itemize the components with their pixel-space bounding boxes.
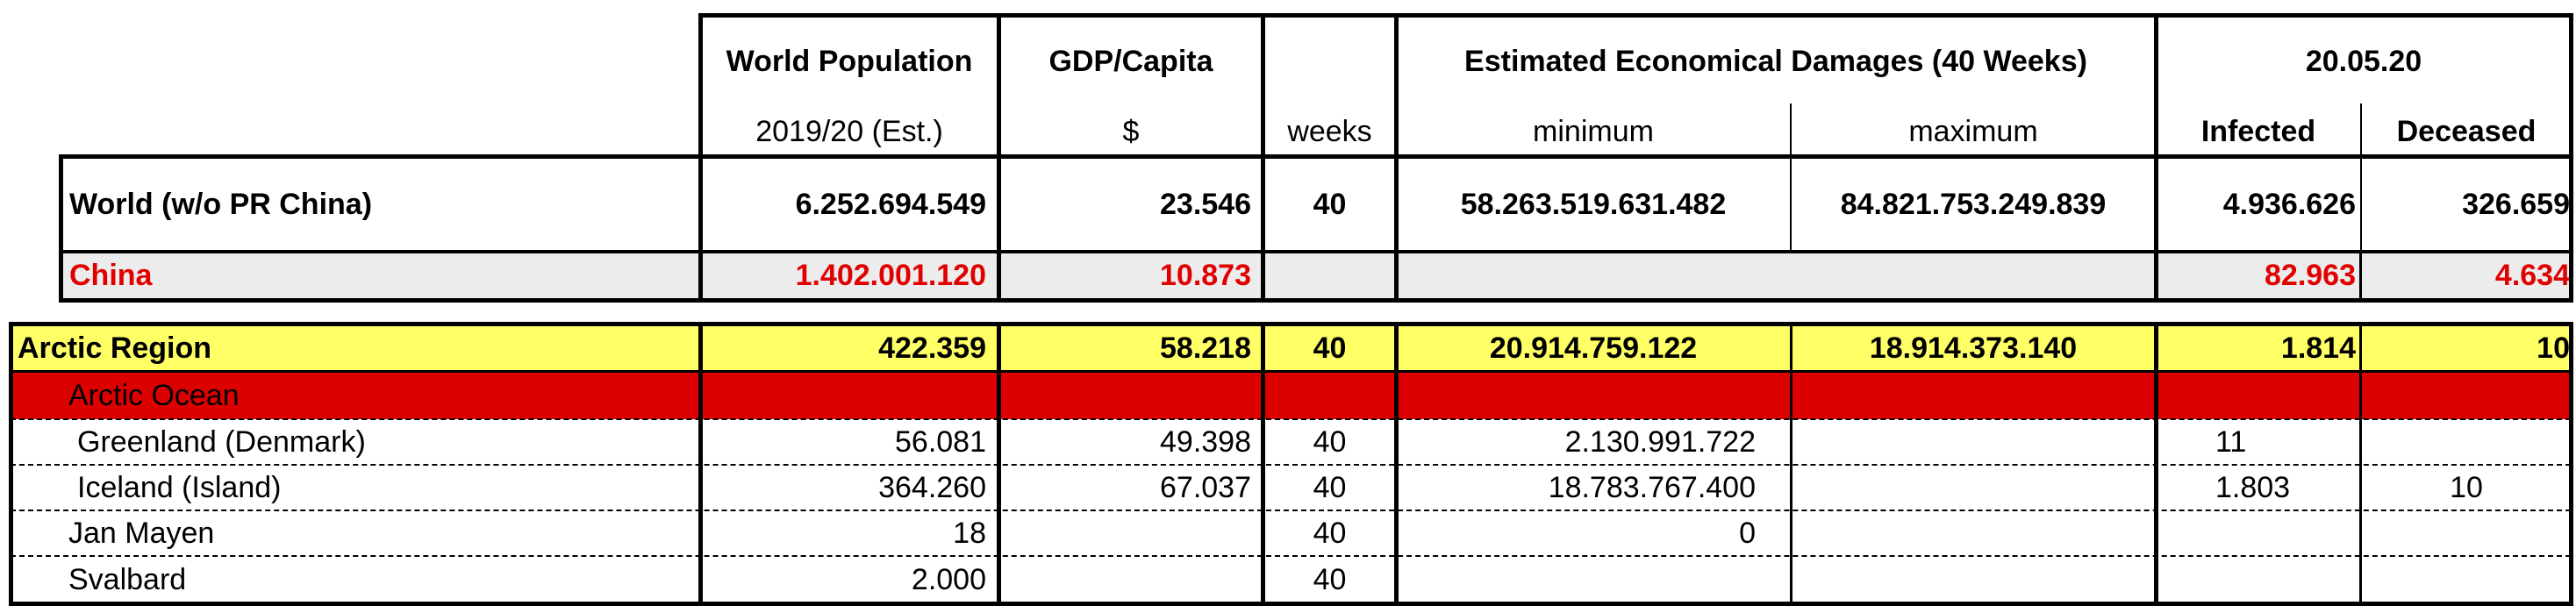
row-population: 2.000: [911, 563, 986, 596]
row-gdp: [998, 510, 1263, 556]
region-name: Arctic Region: [18, 331, 212, 365]
row-name: Svalbard: [68, 563, 187, 596]
china-gdp: 10.873: [1160, 259, 1251, 292]
china-infected: 82.963: [2265, 259, 2356, 292]
header-min-sub: minimum: [1533, 115, 1654, 148]
border-line: [2360, 103, 2362, 253]
row-separator: [11, 555, 2571, 557]
world-population: 6.252.694.549: [795, 187, 986, 221]
row-weeks: 40: [1313, 425, 1347, 459]
header-world-population: World Population: [726, 45, 973, 78]
row-infected: [2156, 510, 2361, 556]
row-population: 18: [953, 517, 986, 550]
border-line: [9, 370, 2573, 373]
world-infected: 4.936.626: [2222, 187, 2356, 221]
row-separator: [11, 464, 2571, 466]
header-max-sub: maximum: [1908, 115, 2038, 148]
row-max: [1791, 465, 2156, 510]
china-row-bg: [61, 252, 2572, 299]
row-separator: [11, 418, 2571, 420]
header-damages: Estimated Economical Damages (40 Weeks): [1464, 45, 2087, 78]
world-name: World (w/o PR China): [69, 187, 373, 221]
row-gdp: 67.037: [1160, 471, 1251, 504]
region-min: 20.914.759.122: [1489, 331, 1698, 365]
border-line: [997, 13, 1001, 303]
border-line: [2154, 13, 2158, 303]
row-gdp: 49.398: [1160, 425, 1251, 459]
row-gdp: [998, 556, 1263, 603]
row-max: [1791, 556, 2156, 603]
china-deceased: 4.634: [2494, 259, 2570, 292]
border-line: [2359, 252, 2362, 300]
row-min: 18.783.767.400: [1548, 471, 1756, 504]
row-population: 56.081: [895, 425, 986, 459]
border-line: [1394, 13, 1399, 303]
region-population: 422.359: [878, 331, 986, 365]
header-infected-sub: Infected: [2200, 115, 2316, 148]
header-date: 20.05.20: [2305, 45, 2422, 78]
row-infected: 1.803: [2215, 471, 2291, 504]
china-population: 1.402.001.120: [795, 259, 986, 292]
world-min: 58.263.519.631.482: [1460, 187, 1727, 221]
row-infected: [2156, 556, 2361, 603]
row-weeks: 40: [1313, 471, 1347, 504]
border-line: [2569, 322, 2573, 606]
row-min: 2.130.991.722: [1564, 425, 1756, 459]
border-line: [1790, 103, 1792, 253]
header-gdp-capita: GDP/Capita: [1048, 45, 1213, 78]
border-line: [9, 602, 2573, 606]
row-name: Iceland (Island): [77, 471, 282, 504]
row-deceased: [2361, 556, 2572, 603]
header-pop-sub: 2019/20 (Est.): [755, 115, 943, 148]
row-deceased: 10: [2450, 471, 2483, 504]
region-gdp: 58.218: [1160, 331, 1251, 365]
border-line: [59, 250, 2573, 253]
row-name: Greenland (Denmark): [77, 425, 366, 459]
row-max: [1791, 419, 2156, 465]
border-line: [1261, 13, 1265, 303]
row-weeks: 40: [1313, 563, 1347, 596]
row-population: 364.260: [878, 471, 986, 504]
region-infected: 1.814: [2280, 331, 2356, 365]
border-line: [59, 154, 2573, 159]
row-min: [1396, 556, 1791, 603]
border-line: [59, 298, 2573, 303]
subregion-row-bg: [11, 372, 2572, 419]
region-deceased: 10: [2537, 331, 2570, 365]
border-line: [2569, 13, 2573, 303]
border-line: [698, 13, 703, 303]
border-line: [59, 154, 63, 303]
world-max: 84.821.753.249.839: [1840, 187, 2107, 221]
row-deceased: [2361, 419, 2572, 465]
header-deceased-sub: Deceased: [2396, 115, 2537, 148]
row-max: [1791, 510, 2156, 556]
row-weeks: 40: [1313, 517, 1347, 550]
header-gdp-sub: $: [1122, 115, 1140, 148]
region-max: 18.914.373.140: [1869, 331, 2078, 365]
region-weeks: 40: [1313, 331, 1347, 365]
world-gdp: 23.546: [1160, 187, 1251, 221]
china-name: China: [69, 259, 153, 292]
header-weeks-sub: weeks: [1287, 115, 1372, 148]
row-deceased: [2361, 510, 2572, 556]
row-separator: [11, 510, 2571, 511]
subregion-name: Arctic Ocean: [68, 379, 240, 412]
world-weeks: 40: [1313, 187, 1347, 221]
row-name: Jan Mayen: [68, 517, 215, 550]
row-infected: 11: [2215, 425, 2247, 459]
region-row-bg: [11, 324, 2572, 372]
row-min: 0: [1739, 517, 1756, 550]
border-line: [9, 322, 2573, 326]
border-line: [698, 13, 2573, 18]
world-deceased: 326.659: [2462, 187, 2570, 221]
